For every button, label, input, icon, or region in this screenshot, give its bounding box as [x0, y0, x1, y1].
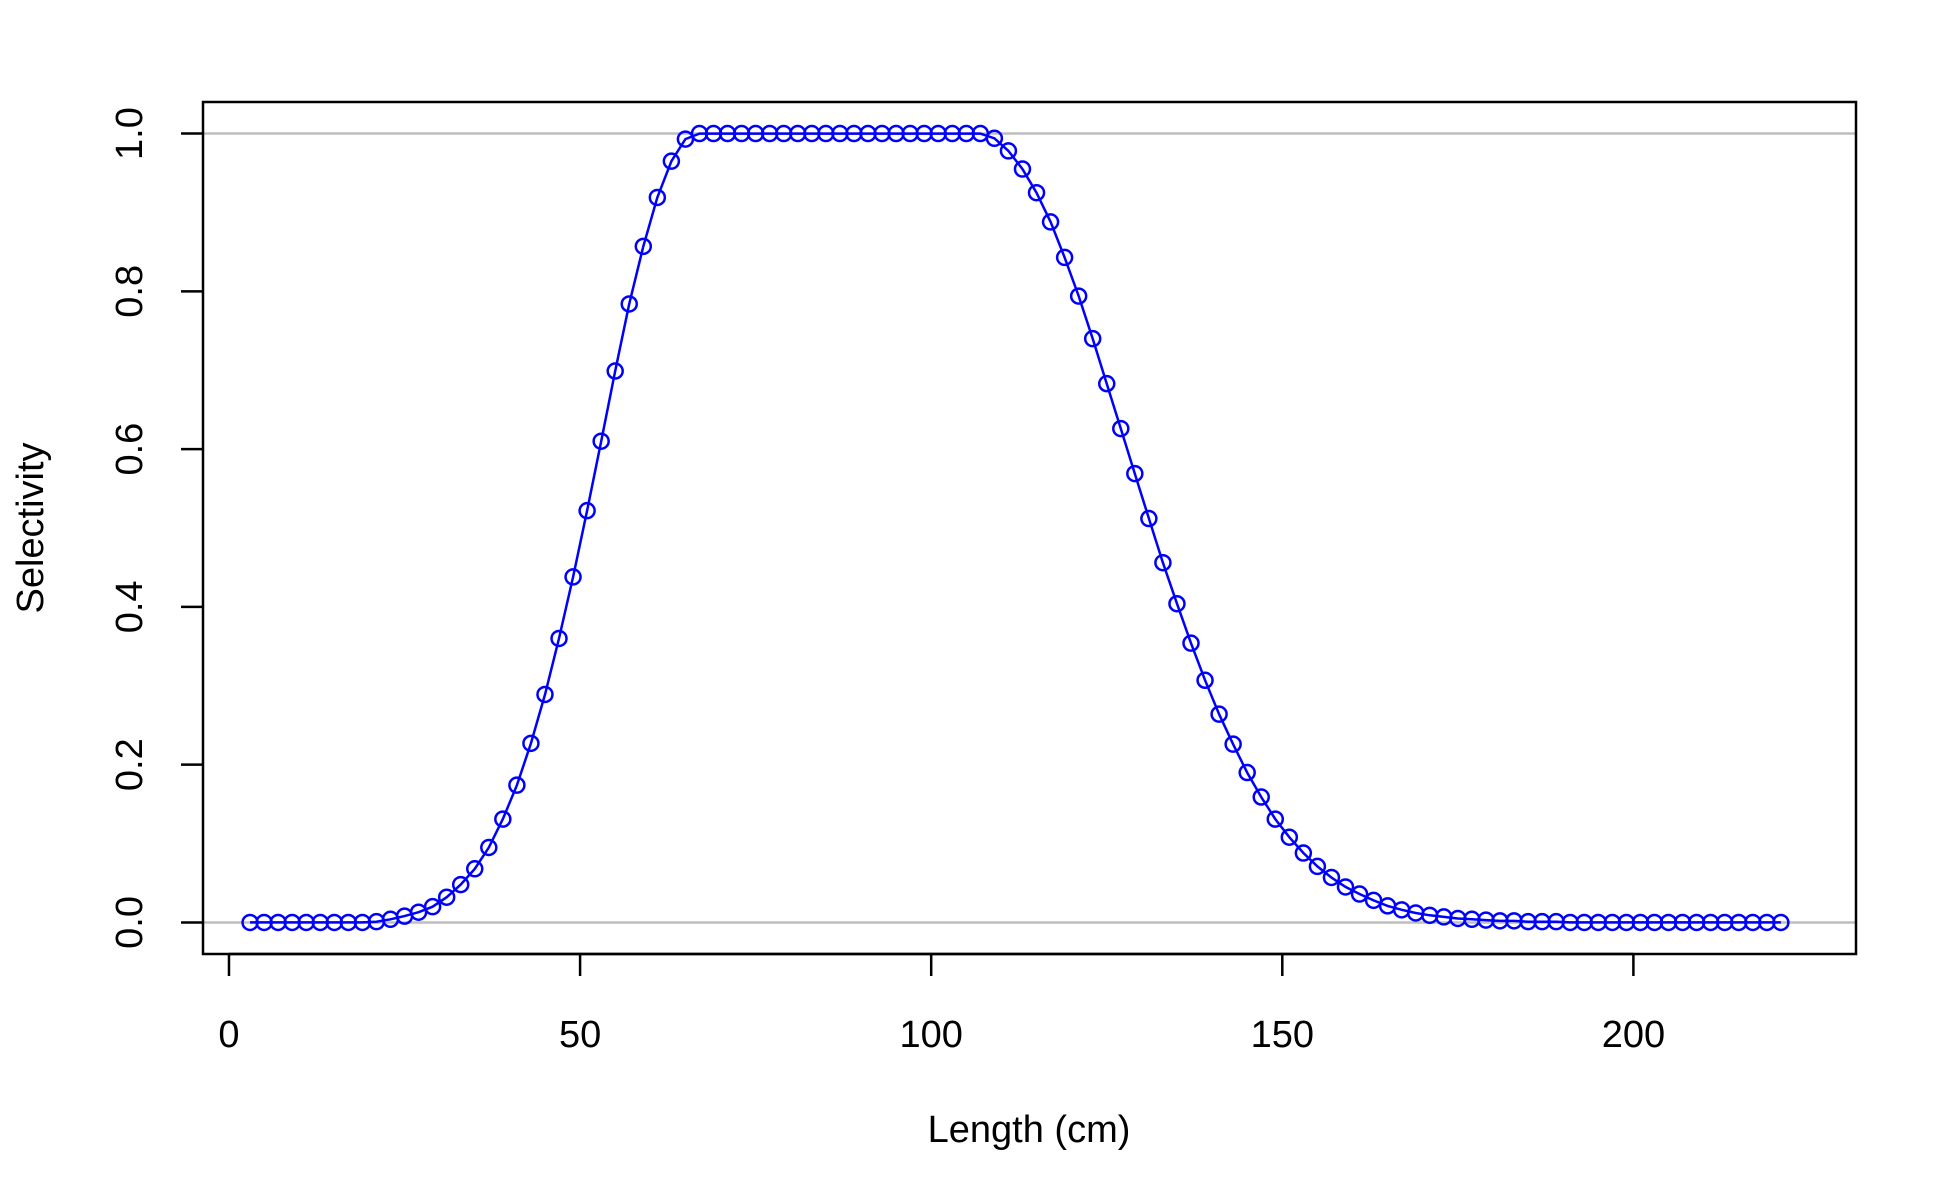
data-point	[592, 432, 610, 450]
y-tick-label: 1.0	[109, 107, 151, 160]
data-point	[1154, 553, 1172, 572]
data-point	[606, 362, 624, 380]
data-point	[494, 810, 512, 828]
data-point	[423, 897, 442, 916]
y-tick-label: 0.8	[109, 265, 151, 318]
data-point	[1140, 509, 1158, 528]
y-tick-label: 0.6	[109, 423, 151, 476]
data-point	[620, 295, 638, 313]
x-tick-label: 150	[1251, 1014, 1314, 1056]
data-point	[662, 152, 681, 170]
y-tick-label: 0.4	[109, 580, 151, 633]
series-layer	[241, 124, 1790, 932]
data-point	[1027, 183, 1046, 202]
data-point	[985, 129, 1004, 148]
data-point	[1224, 735, 1242, 753]
data-point	[1266, 810, 1285, 828]
data-point	[1013, 160, 1032, 178]
data-point	[1055, 248, 1074, 267]
x-axis: 0 50 100 150 200	[218, 952, 1665, 1056]
y-tick-label: 0.0	[109, 896, 151, 949]
data-point	[1196, 671, 1214, 690]
data-point	[999, 142, 1018, 160]
y-tick-label: 0.2	[109, 738, 151, 791]
data-point	[1280, 828, 1299, 846]
data-point	[1069, 287, 1088, 305]
data-point	[578, 501, 596, 520]
data-point	[1210, 705, 1228, 723]
x-tick-label: 50	[559, 1014, 601, 1056]
data-point	[564, 568, 582, 586]
data-point	[451, 875, 470, 894]
y-axis-title: Selectivity	[10, 442, 52, 613]
x-tick-label: 100	[899, 1014, 962, 1056]
data-point	[437, 888, 456, 906]
data-point	[1252, 788, 1270, 806]
data-point	[466, 860, 484, 878]
data-point	[550, 629, 568, 648]
data-point	[1041, 213, 1060, 231]
data-point	[1238, 763, 1256, 782]
data-point	[1294, 844, 1313, 862]
data-point	[1308, 857, 1327, 876]
data-point	[1112, 419, 1130, 438]
data-point	[1083, 329, 1102, 348]
data-point	[1350, 885, 1369, 903]
data-point	[634, 237, 653, 256]
x-tick-label: 0	[218, 1014, 239, 1056]
data-point	[508, 776, 526, 794]
data-point	[536, 685, 554, 704]
data-point	[1168, 594, 1186, 613]
data-point	[648, 188, 667, 207]
series-line	[250, 132, 1781, 924]
data-point	[1097, 374, 1116, 393]
data-point	[480, 838, 498, 857]
data-point	[522, 734, 540, 753]
data-point	[1126, 464, 1144, 483]
data-point	[1182, 634, 1200, 652]
x-axis-title: Length (cm)	[928, 1109, 1131, 1151]
data-point	[1772, 913, 1790, 932]
data-point	[1336, 878, 1355, 896]
x-tick-label: 200	[1602, 1014, 1665, 1056]
y-axis: 0.0 0.2 0.4 0.6 0.8 1.0	[109, 107, 203, 949]
data-point	[1322, 868, 1341, 887]
